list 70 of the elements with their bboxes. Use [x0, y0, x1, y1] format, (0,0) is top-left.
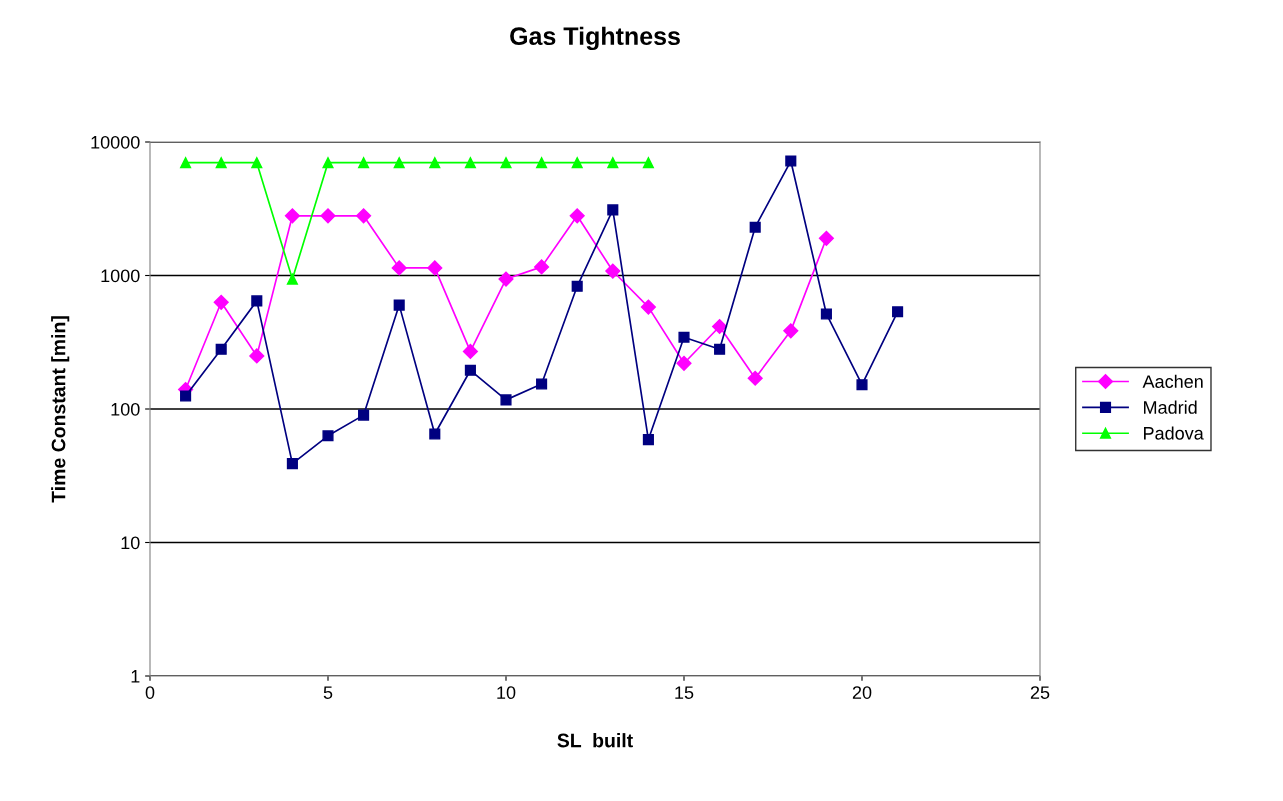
legend-label: Padova	[1144, 426, 1204, 440]
legend-label: Aachen	[1142, 374, 1203, 388]
x-tick-label: 5	[323, 686, 333, 699]
point	[251, 157, 263, 169]
point	[284, 208, 300, 224]
point	[536, 378, 548, 390]
y-tick-label: 10000	[91, 135, 140, 149]
point	[391, 260, 407, 276]
y-tick-label: 1000	[101, 269, 140, 283]
point	[820, 308, 832, 320]
point	[320, 208, 336, 224]
point	[783, 323, 799, 339]
point	[286, 458, 298, 470]
chart-title: Gas Tightness	[510, 26, 680, 51]
point	[892, 306, 904, 318]
point	[818, 230, 834, 246]
point	[747, 370, 763, 386]
x-tick-label: 10	[497, 686, 516, 699]
point	[571, 280, 583, 292]
point	[180, 157, 192, 169]
x-tick-label: 20	[852, 686, 872, 699]
point	[607, 204, 619, 216]
point	[358, 409, 370, 421]
point	[393, 157, 405, 169]
x-tick-label: 25	[1030, 686, 1050, 699]
point	[676, 355, 692, 371]
point	[358, 157, 370, 169]
point	[534, 259, 550, 275]
point	[180, 390, 192, 402]
point	[642, 157, 654, 169]
point	[464, 157, 476, 169]
point	[462, 343, 478, 359]
point	[500, 157, 512, 169]
point	[642, 434, 654, 446]
point	[429, 157, 441, 169]
point	[356, 208, 372, 224]
point	[215, 157, 227, 169]
point	[785, 155, 797, 167]
point	[498, 271, 514, 287]
point	[464, 364, 476, 376]
y-tick-label: 100	[111, 402, 140, 416]
point	[249, 348, 265, 364]
point	[605, 263, 621, 279]
point	[322, 157, 334, 169]
y-tick-label: 1	[131, 670, 140, 683]
point	[213, 294, 229, 310]
x-tick-label: 0	[145, 686, 155, 699]
point	[714, 343, 726, 355]
y-tick-label: 10	[121, 536, 140, 550]
y-axis-title: Time Constant [min]	[51, 316, 70, 503]
point	[607, 157, 619, 169]
point	[215, 343, 227, 355]
point	[712, 318, 728, 335]
point	[678, 331, 690, 343]
x-tick-label: 15	[675, 686, 694, 699]
point	[286, 273, 298, 285]
point	[429, 428, 441, 440]
point	[500, 394, 512, 406]
point	[856, 379, 868, 391]
point	[569, 208, 585, 224]
point	[322, 430, 334, 442]
point	[749, 221, 761, 233]
x-axis-title: SL built	[557, 733, 633, 748]
legend-label: Madrid	[1144, 400, 1197, 414]
point	[536, 157, 548, 169]
point	[251, 295, 263, 307]
point	[640, 299, 656, 315]
point	[393, 299, 405, 311]
point	[427, 260, 443, 276]
point	[571, 157, 583, 169]
